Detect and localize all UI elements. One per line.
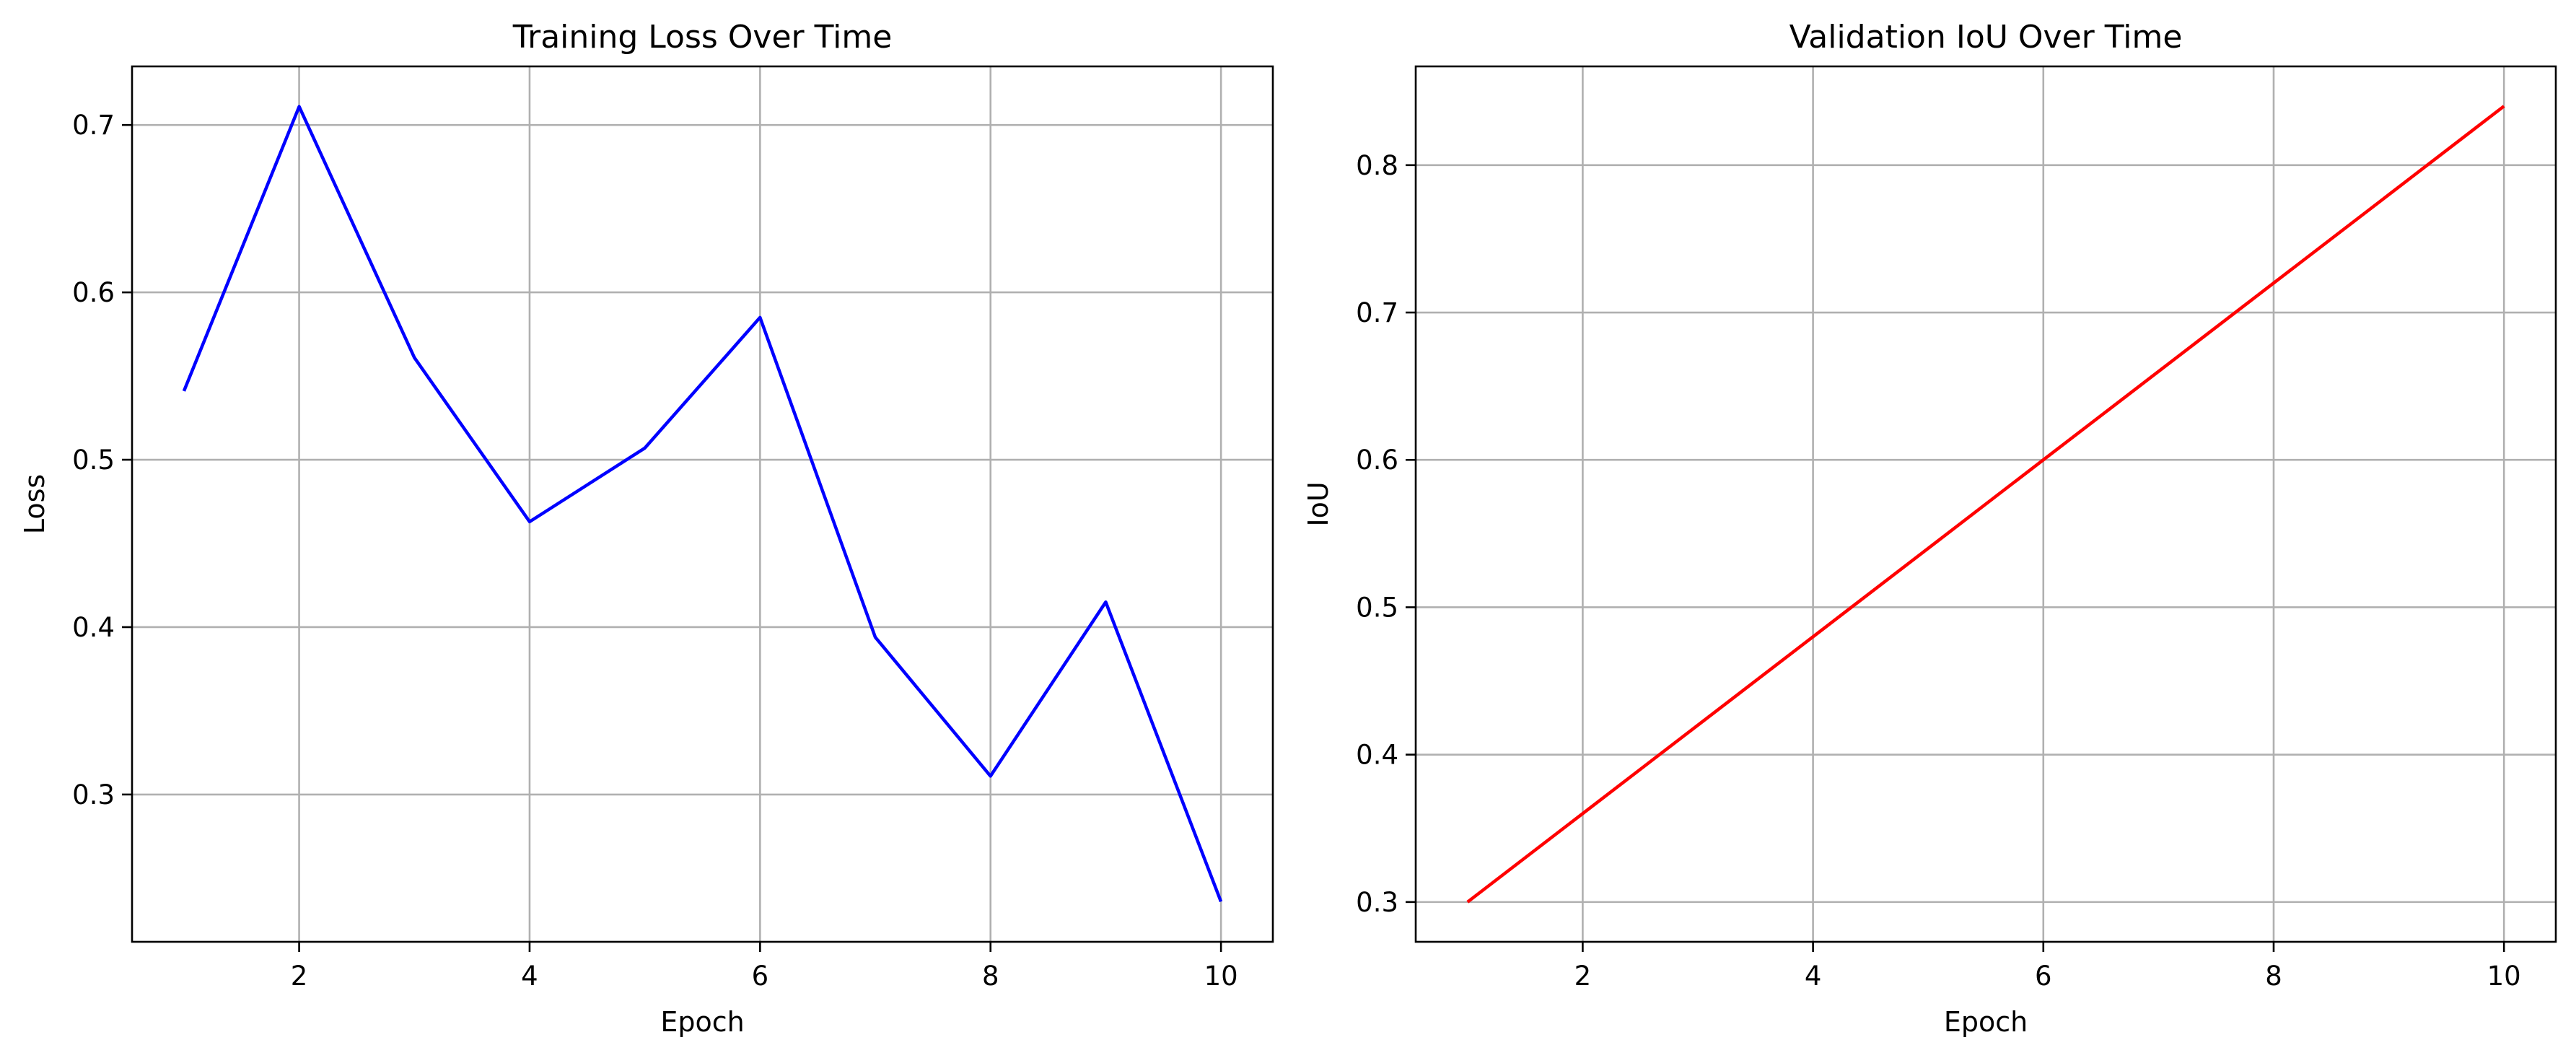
y-tick-label: 0.7 [72,110,115,141]
plot-frame [131,65,1274,943]
x-tick-label: 4 [521,961,538,992]
y-tick-label: 0.4 [72,612,115,643]
x-tick-label: 6 [2035,961,2052,992]
training-loss-chart: 2 4 6 8 10 0.3 0.4 0.5 0.6 0.7 Training Loss Over… [19,19,1274,1038]
gridlines [132,66,1273,942]
series-line [182,105,1223,903]
y-axis-label: Loss [19,474,51,534]
y-axis-label: IoU [1302,481,1334,526]
x-axis-label: Epoch [660,1006,744,1038]
x-tick-label: 8 [982,961,999,992]
y-tick-label: 0.5 [72,445,115,476]
ticks: 2 4 6 8 10 0.3 0.4 0.5 0.6 0.7 [72,110,1238,992]
y-tick-label: 0.6 [1356,445,1398,476]
y-tick-label: 0.3 [72,779,115,810]
y-tick-label: 0.5 [1356,592,1398,623]
chart-title: Validation IoU Over Time [1789,19,2183,56]
series-layer [1466,105,2505,904]
y-tick-label: 0.7 [1356,297,1398,328]
series-layer [182,105,1223,903]
y-tick-label: 0.6 [72,277,115,308]
x-tick-label: 4 [1805,961,1822,992]
plot-frame [1414,65,2557,943]
y-tick-label: 0.4 [1356,740,1398,771]
x-axis-label: Epoch [1944,1006,2028,1038]
x-tick-label: 10 [1204,961,1238,992]
y-tick-label: 0.3 [1356,887,1398,918]
y-tick-label: 0.8 [1356,150,1398,181]
x-tick-label: 6 [752,961,769,992]
x-tick-label: 2 [1574,961,1592,992]
chart-title: Training Loss Over Time [512,19,893,56]
gridlines [1416,66,2556,942]
x-tick-label: 8 [2265,961,2282,992]
series-line [1466,105,2505,904]
ticks: 2 4 6 8 10 0.3 0.4 0.5 0.6 0.7 0.8 [1356,150,2521,992]
validation-iou-chart: 2 4 6 8 10 0.3 0.4 0.5 0.6 0.7 0.8 Validation IoU … [1302,19,2557,1038]
x-tick-label: 10 [2487,961,2521,992]
x-tick-label: 2 [291,961,308,992]
